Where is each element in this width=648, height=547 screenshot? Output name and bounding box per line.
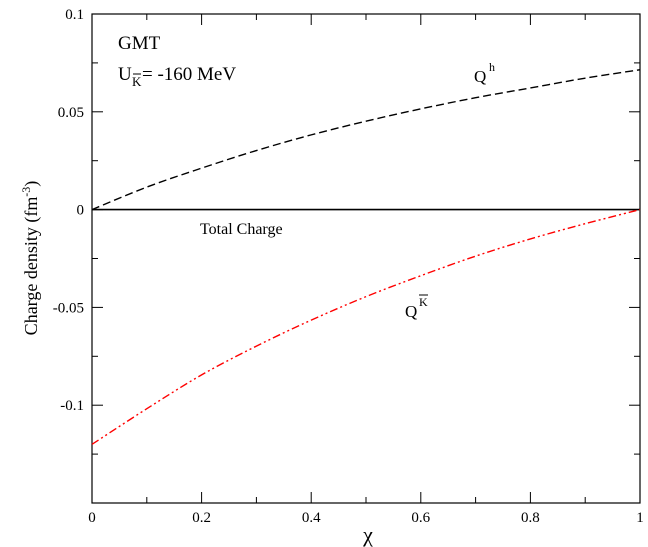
hadron-charge-label: Q h [474,60,495,86]
potential-label-sub: K [132,74,142,89]
x-tick-label: 0.6 [411,510,430,526]
kaon-charge-label: Q K [405,294,428,321]
potential-label: U K = -160 MeV [118,64,236,89]
x-tick-label: 1 [636,510,644,526]
total-charge-label: Total Charge [200,221,283,238]
series-layer [91,69,641,445]
hadron-charge-label-sup: h [489,60,495,74]
x-tick-label: 0 [88,510,96,526]
y-tick-label: -0.05 [53,300,84,316]
axes-layer: 0 0.2 0.4 0.6 0.8 1 -0.1 -0.05 0 0.05 0.1 [53,7,644,526]
series-line-kaon [91,208,641,445]
kaon-charge-label-main: Q [405,302,417,321]
y-axis-title: Charge density (fm-3) [19,181,42,336]
y-axis-title-sup: -3 [19,187,33,197]
y-tick-label: 0 [77,203,85,219]
y-axis-title-main: Charge density (fm [21,197,42,336]
kaon-charge-label-sup: K [419,295,428,309]
x-tick-label: 0.2 [192,510,211,526]
x-axis-title: χ [362,522,373,547]
potential-label-value: = -160 MeV [142,64,236,85]
y-tick-label: -0.1 [60,398,84,414]
y-axis-title-close: ) [21,181,42,187]
x-tick-label: 0.8 [521,510,540,526]
y-tick-label: 0.1 [65,7,84,23]
plot-frame [91,13,641,504]
y-tick-label: 0.05 [58,105,84,121]
hadron-charge-label-main: Q [474,67,486,86]
potential-label-main: U [118,64,132,85]
x-tick-label: 0.4 [302,510,321,526]
model-label: GMT [118,33,161,54]
series-line-hadron [91,69,641,211]
